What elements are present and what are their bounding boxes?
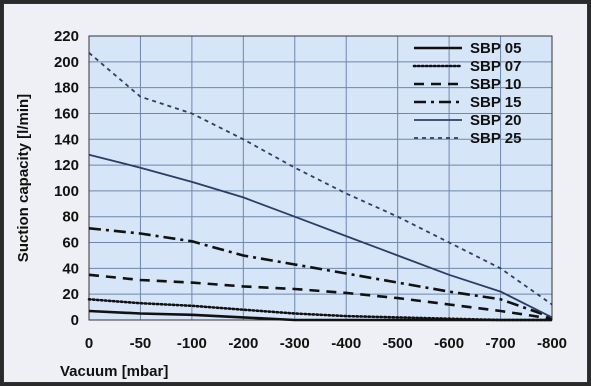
legend-label: SBP 07: [470, 58, 521, 75]
x-tick-label: -400: [331, 335, 361, 352]
y-axis-title: Suction capacity [l/min]: [15, 94, 32, 262]
x-tick-label: -800: [537, 335, 567, 352]
series-line: [88, 52, 553, 306]
legend-label: SBP 25: [470, 130, 521, 147]
legend-label: SBP 15: [470, 94, 521, 111]
series-line: [87, 297, 554, 322]
y-tick-label: 60: [62, 235, 79, 252]
legend-label: SBP 10: [470, 76, 521, 93]
series-line: [88, 273, 553, 320]
y-tick-label: 80: [62, 209, 79, 226]
y-tick-label: 120: [54, 157, 79, 174]
x-tick-label: -500: [383, 335, 413, 352]
x-tick-label: -200: [228, 335, 258, 352]
y-tick-label: 140: [54, 131, 79, 148]
line-chart: 0 -50 -100 -200 -300 -400 -500 -600 -700 -800 0 20 4…: [15, 28, 567, 380]
y-tick-label: 20: [62, 286, 79, 303]
y-tick-label: 220: [54, 28, 79, 45]
y-tick-label: 0: [71, 312, 79, 329]
y-tick-label: 40: [62, 260, 79, 277]
x-tick-label: -600: [434, 335, 464, 352]
series-group: [87, 52, 554, 322]
y-tick-label: 180: [54, 80, 79, 97]
series-line: [88, 309, 552, 322]
x-tick-label: -700: [486, 335, 516, 352]
x-tick-label: -300: [280, 335, 310, 352]
legend-label: SBP 05: [470, 40, 521, 57]
y-tick-label: 160: [54, 105, 79, 122]
series-line: [88, 153, 553, 319]
legend-label: SBP 20: [470, 112, 521, 129]
x-tick-label: -50: [130, 335, 152, 352]
x-tick-label: -100: [177, 335, 207, 352]
y-tick-label: 100: [54, 183, 79, 200]
series-line: [88, 227, 553, 319]
chart-frame: 0 -50 -100 -200 -300 -400 -500 -600 -700 -800 0 20 4…: [3, 3, 588, 383]
x-axis-title: Vacuum [mbar]: [60, 363, 168, 380]
plot-area: [89, 36, 552, 320]
y-tick-label: 200: [54, 54, 79, 71]
x-tick-label: 0: [85, 335, 93, 352]
